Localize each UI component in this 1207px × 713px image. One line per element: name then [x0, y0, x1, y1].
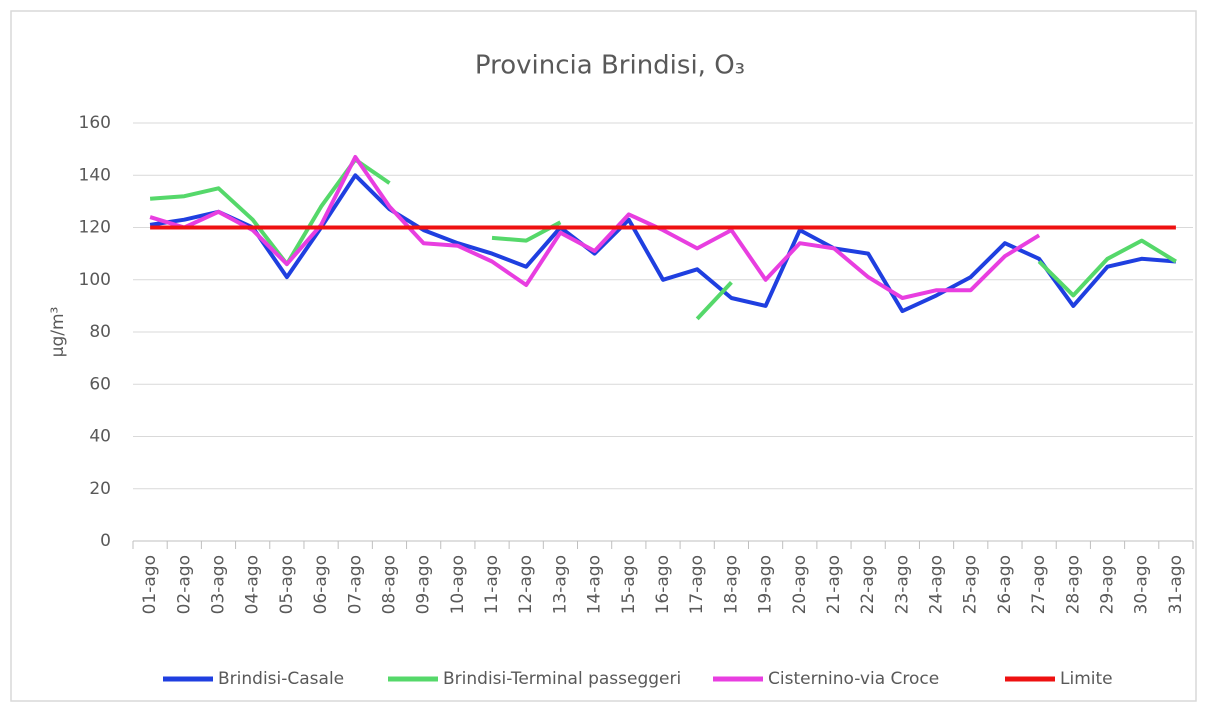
chart-border	[10, 10, 1197, 702]
x-tick-label: 20-ago	[790, 555, 810, 614]
x-tick-label: 06-ago	[311, 555, 331, 614]
x-tick-label: 16-ago	[653, 555, 673, 614]
x-tick-label: 03-ago	[208, 555, 228, 614]
y-axis-label: µg/m³	[48, 307, 68, 358]
x-tick-label: 24-ago	[927, 555, 947, 614]
y-tick-label: 100	[79, 270, 111, 290]
legend-label: Brindisi-Terminal passeggeri	[443, 669, 681, 689]
x-tick-label: 04-ago	[243, 555, 263, 614]
x-tick-label: 17-ago	[687, 555, 707, 614]
y-tick-label: 160	[79, 113, 111, 133]
x-tick-label: 22-ago	[858, 555, 878, 614]
legend-label: Brindisi-Casale	[218, 669, 344, 689]
y-tick-label: 0	[100, 531, 111, 551]
y-tick-label: 20	[89, 479, 111, 499]
x-tick-label: 27-ago	[1029, 555, 1049, 614]
series-line	[149, 155, 1041, 300]
y-tick-label: 80	[89, 322, 111, 342]
x-tick-label: 07-ago	[345, 555, 365, 614]
x-tick-label: 18-ago	[721, 555, 741, 614]
chart-title: Provincia Brindisi, O₃	[475, 51, 745, 81]
x-tick-label: 31-ago	[1166, 555, 1186, 614]
x-tick-label: 02-ago	[174, 555, 194, 614]
x-tick-label: 19-ago	[756, 555, 776, 614]
x-tick-label: 25-ago	[961, 555, 981, 614]
y-tick-label: 40	[89, 427, 111, 447]
y-tick-label: 140	[79, 165, 111, 185]
x-tick-label: 26-ago	[995, 555, 1015, 614]
legend-label: Cisternino-via Croce	[768, 669, 939, 689]
series-line	[149, 157, 1177, 321]
x-tick-label: 12-ago	[516, 555, 536, 614]
x-tick-label: 15-ago	[619, 555, 639, 614]
x-tick-label: 28-ago	[1063, 555, 1083, 614]
x-tick-label: 10-ago	[448, 555, 468, 614]
y-tick-label: 60	[89, 374, 111, 394]
x-tick-label: 30-ago	[1132, 555, 1152, 614]
x-tick-label: 05-ago	[277, 555, 297, 614]
legend-label: Limite	[1060, 669, 1113, 689]
x-tick-label: 11-ago	[482, 555, 502, 614]
x-tick-label: 13-ago	[550, 555, 570, 614]
x-tick-label: 29-ago	[1098, 555, 1118, 614]
x-tick-label: 21-ago	[824, 555, 844, 614]
x-tick-label: 01-ago	[140, 555, 160, 614]
x-tick-label: 09-ago	[414, 555, 434, 614]
x-tick-label: 08-ago	[379, 555, 399, 614]
x-tick-label: 14-ago	[585, 555, 605, 614]
y-tick-label: 120	[79, 218, 111, 238]
x-tick-label: 23-ago	[892, 555, 912, 614]
